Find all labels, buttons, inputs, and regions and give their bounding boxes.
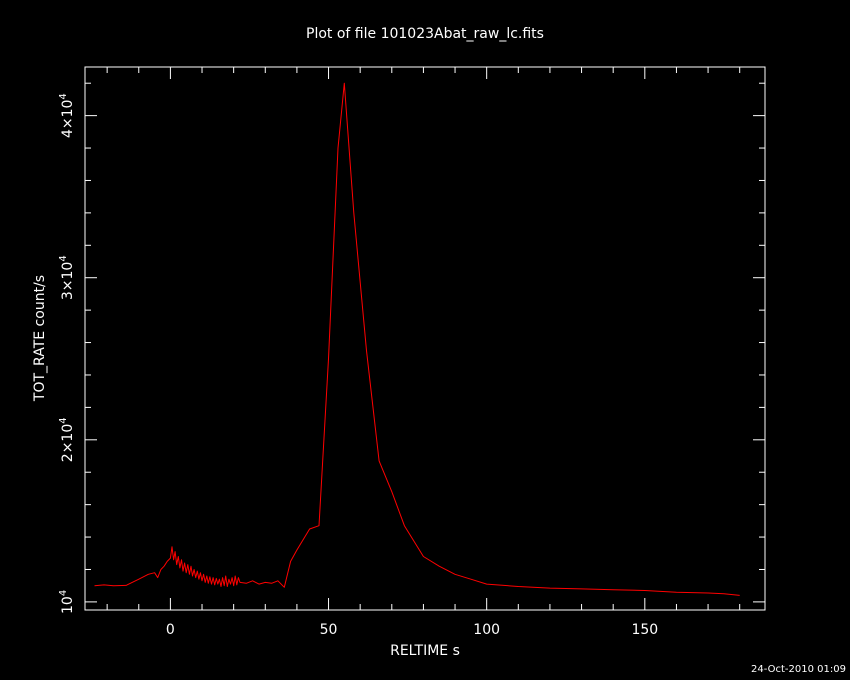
y-axis-label: TOT_RATE count/s: [32, 275, 48, 402]
series-layer: [94, 82, 740, 596]
x-tick-label: 100: [473, 622, 500, 638]
plot-timestamp: 24-Oct-2010 01:09: [751, 664, 846, 675]
y-tick-label: 4×104: [58, 93, 76, 138]
chart-title: Plot of file 101023Abat_raw_lc.fits: [306, 26, 544, 42]
y-tick-label: 2×104: [58, 417, 76, 462]
plot-frame: [84, 66, 766, 611]
x-axis-label: RELTIME s: [390, 643, 460, 659]
x-tick-label: 50: [320, 622, 338, 638]
y-tick-label: 104: [58, 590, 76, 614]
x-axis-ticks: 0 50 100 150: [106, 67, 741, 638]
y-tick-label: 3×104: [58, 255, 76, 300]
x-tick-label: 150: [631, 622, 658, 638]
x-tick-label: 0: [166, 622, 175, 638]
series-line: [94, 82, 740, 596]
y-axis-ticks: 104 2×104 3×104 4×104: [58, 82, 765, 614]
